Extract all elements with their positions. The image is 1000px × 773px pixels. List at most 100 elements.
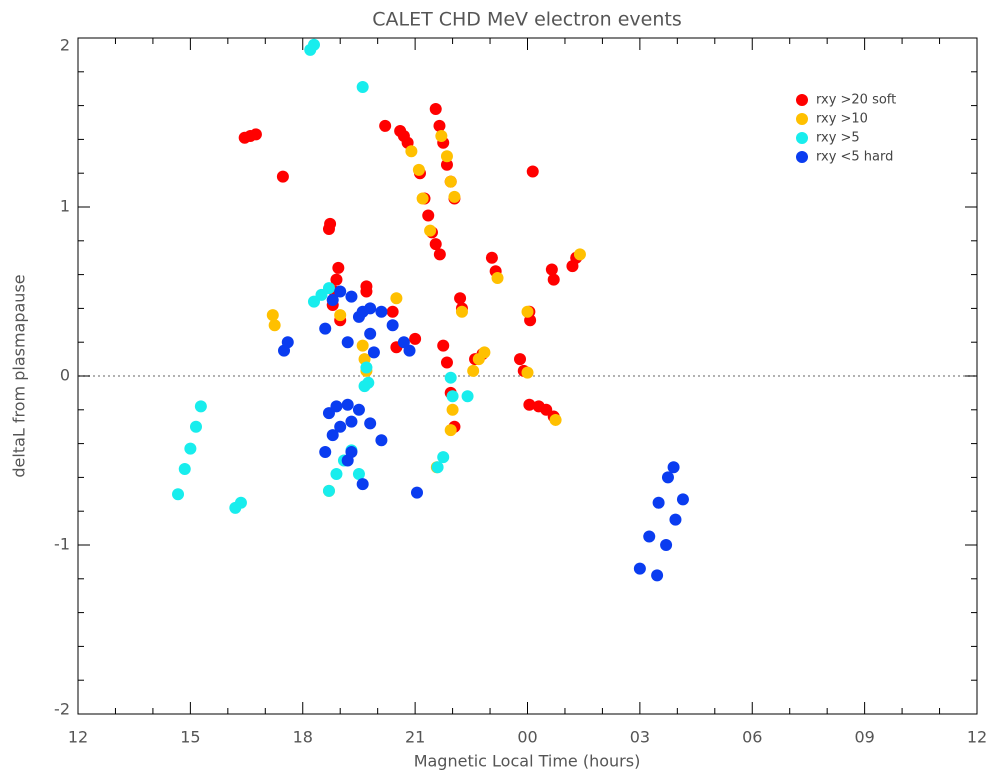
legend-marker (796, 94, 808, 106)
x-tick-label: 09 (854, 728, 874, 747)
point (431, 461, 444, 474)
point (491, 271, 504, 284)
point (386, 305, 399, 318)
point (332, 261, 345, 274)
point (429, 102, 442, 115)
x-tick-label: 18 (293, 728, 313, 747)
point (433, 248, 446, 261)
point (651, 569, 664, 582)
x-tick-label: 12 (967, 728, 987, 747)
x-tick-label: 21 (405, 728, 425, 747)
point (352, 403, 365, 416)
point (440, 356, 453, 369)
point (521, 305, 534, 318)
point (379, 119, 392, 132)
point (549, 413, 562, 426)
point (633, 562, 646, 575)
point (446, 403, 459, 416)
point (345, 415, 358, 428)
point (455, 305, 468, 318)
point (652, 496, 665, 509)
point (364, 417, 377, 430)
point (322, 222, 335, 235)
point (412, 163, 425, 176)
point (326, 429, 339, 442)
legend-label: rxy >5 (816, 131, 860, 146)
point (667, 461, 680, 474)
point (409, 332, 422, 345)
point (437, 451, 450, 464)
point (345, 290, 358, 303)
point (386, 319, 399, 332)
y-tick-label: 2 (60, 36, 70, 55)
point (478, 346, 491, 359)
point (643, 530, 656, 543)
point (172, 488, 185, 501)
point (669, 513, 682, 526)
point (360, 285, 373, 298)
point (334, 420, 347, 433)
x-tick-label: 06 (742, 728, 762, 747)
legend-label: rxy >10 (816, 112, 868, 127)
y-tick-label: -2 (54, 700, 70, 719)
point (375, 305, 388, 318)
point (356, 339, 369, 352)
point (422, 209, 435, 222)
point (334, 309, 347, 322)
point (356, 81, 369, 94)
point (360, 361, 373, 374)
point (189, 420, 202, 433)
point (440, 158, 453, 171)
point (276, 170, 289, 183)
point (444, 371, 457, 384)
legend-marker (796, 113, 808, 125)
point (330, 273, 343, 286)
legend-label: rxy <5 hard (816, 150, 893, 165)
y-tick-label: 1 (60, 197, 70, 216)
x-tick-label: 03 (630, 728, 650, 747)
point (194, 400, 207, 413)
point (330, 400, 343, 413)
point (352, 468, 365, 481)
point (429, 238, 442, 251)
point (352, 310, 365, 323)
point (485, 251, 498, 264)
point (390, 292, 403, 305)
point (446, 390, 459, 403)
point (514, 353, 527, 366)
point (281, 336, 294, 349)
point (341, 398, 354, 411)
point (523, 398, 536, 411)
point (184, 442, 197, 455)
point (319, 446, 332, 459)
point (334, 285, 347, 298)
x-tick-label: 15 (180, 728, 200, 747)
point (437, 339, 450, 352)
point (545, 263, 558, 276)
point (307, 38, 320, 51)
legend-marker (796, 132, 808, 144)
point (326, 293, 339, 306)
point (356, 478, 369, 491)
point (661, 471, 674, 484)
point (444, 175, 457, 188)
x-tick-label: 12 (68, 728, 88, 747)
point (435, 130, 448, 143)
point (454, 292, 467, 305)
x-tick-label: 00 (517, 728, 537, 747)
point (405, 145, 418, 158)
point (416, 192, 429, 205)
point (521, 366, 534, 379)
point (410, 486, 423, 499)
point (330, 468, 343, 481)
point (322, 484, 335, 497)
point (448, 190, 461, 203)
point (319, 322, 332, 335)
point (375, 434, 388, 447)
point (433, 119, 446, 132)
point (234, 496, 247, 509)
point (424, 224, 437, 237)
x-axis-label: Magnetic Local Time (hours) (414, 752, 641, 771)
legend-label: rxy >20 soft (816, 93, 896, 108)
